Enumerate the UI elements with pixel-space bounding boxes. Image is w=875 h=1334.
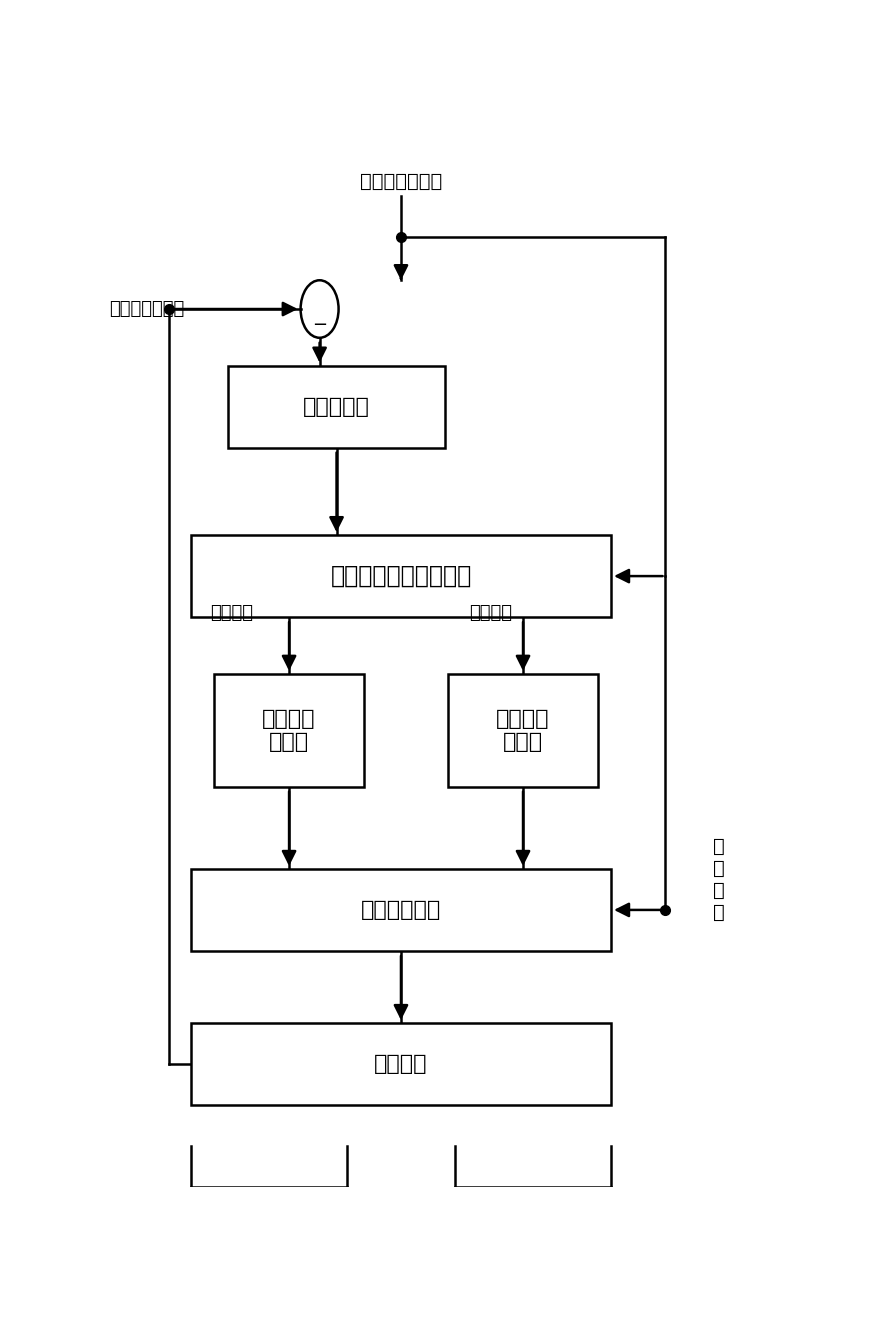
Text: 圆辊转速
控制器: 圆辊转速 控制器 <box>262 708 316 752</box>
Text: 料层厚度设定值: 料层厚度设定值 <box>360 172 442 191</box>
Bar <box>449 674 598 787</box>
Text: 偏析布料过程: 偏析布料过程 <box>360 900 441 920</box>
Bar <box>191 1023 611 1105</box>
Bar <box>228 366 445 448</box>
Text: 台
车
速
度: 台 车 速 度 <box>713 836 724 922</box>
Bar <box>191 868 611 951</box>
Text: 闸门开度: 闸门开度 <box>469 604 512 622</box>
Text: 料层厚度检测值: 料层厚度检测值 <box>109 300 185 317</box>
Text: 圆辊转速: 圆辊转速 <box>210 604 253 622</box>
Bar <box>214 674 364 787</box>
Text: 烧结过程: 烧结过程 <box>374 1054 428 1074</box>
Text: −: − <box>312 316 327 334</box>
Text: 闸门开度
控制器: 闸门开度 控制器 <box>496 708 550 752</box>
Text: 前馈补偿解耦控制算法: 前馈补偿解耦控制算法 <box>331 564 472 588</box>
Bar <box>191 535 611 618</box>
Text: 厚度控制器: 厚度控制器 <box>303 396 370 416</box>
